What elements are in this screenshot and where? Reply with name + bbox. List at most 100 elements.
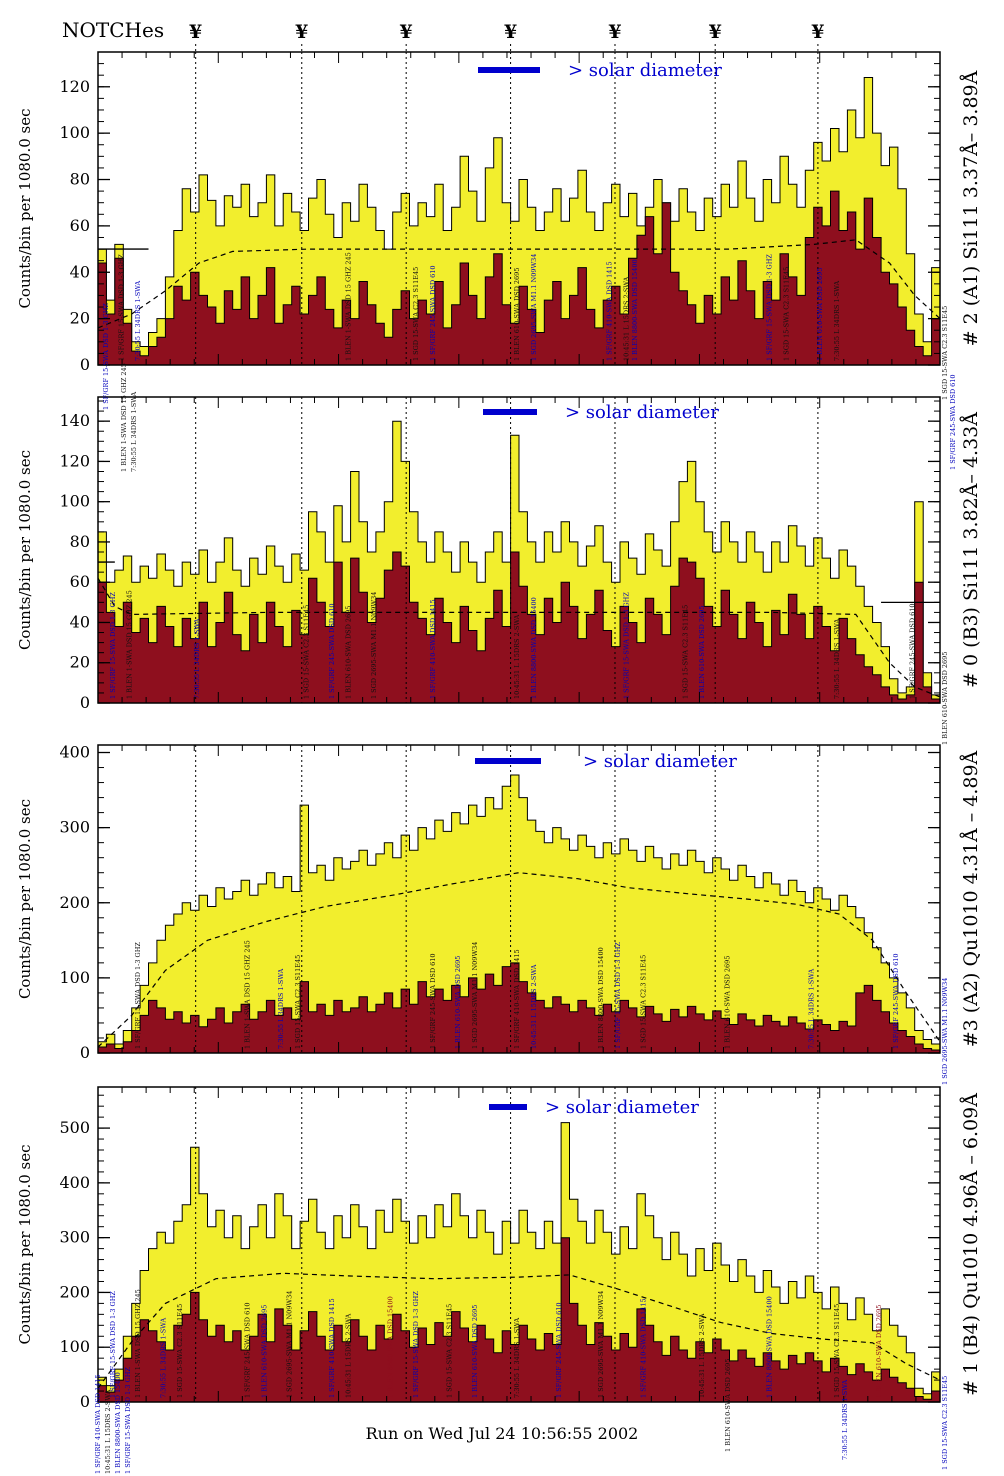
panel-3-event-annotation: 1 BLEN 610-SWA DSD 2695 — [724, 956, 732, 1049]
panel-4-event-annotation: 1 SGD 2695-SWA M1.1 N09W34 — [286, 1291, 294, 1398]
panel-2-background-counts-histogram — [97, 551, 941, 704]
panel-3-event-annotation: 7:30:55 L 34DRS 1-SWA — [808, 968, 816, 1049]
panel-4-event-annotation: 1 SF/GRF 410-SWA DSD 1415 — [639, 1298, 647, 1398]
panel-2-ytick-label: 40 — [70, 612, 90, 631]
panel-4-event-annotation: 1 BLEN 8800-SWA DSD 15400 — [387, 1296, 395, 1398]
panel-3-event-annotation: 1 SGD 15-SWA C2.3 S11E45 — [294, 955, 302, 1049]
panel-2-event-annotation: 1 SGD 15-SWA C2.3 S11E45 — [681, 605, 689, 699]
panel-1-channel-label: # 2 (A1) Si111 3.37Å– 3.89Å — [960, 70, 982, 346]
panel-4-y-axis-label: Counts/bin per 1080.0 sec — [16, 1144, 34, 1344]
panel-3-ytick-label: 200 — [59, 893, 90, 912]
panel-3-event-annotation: 1 BLEN 610-SWA DSD 2695 — [454, 956, 462, 1049]
panel-4-ytick-label: 200 — [59, 1282, 90, 1301]
panel-4-event-annotation: 1 SGD 15-SWA C2.3 S11E45 — [833, 1304, 841, 1398]
margin-annotation: 1 BLEN 8800-SWA DSD 15400 — [114, 1372, 122, 1474]
panel-4-event-annotation: 1 BLEN 610-SWA DSD 2695 — [260, 1305, 268, 1398]
margin-annotation: 1 SF/GRF 15-SWA DSD 1-3 GHZ — [124, 1367, 132, 1474]
panel-2-event-annotation: 1 BLEN 8800-SWA DSD 15400 — [530, 597, 538, 699]
panel-1-event-annotation: 7:30:55 L 34DRS 1-SWA — [833, 280, 841, 361]
panel-3-ytick-label: 100 — [59, 968, 90, 987]
panel-1-event-annotation: 1 BLEN 610-SWA DSD 2695 — [816, 268, 824, 361]
panel-4-event-annotation: 1 BLEN 8800-SWA DSD 15400 — [766, 1296, 774, 1398]
margin-annotation: 7:30:55 L 34DRS 1-SWA — [130, 391, 138, 472]
panel-2-solar-diameter-bar — [483, 409, 537, 415]
notch-yen-marker: ¥ — [811, 21, 824, 43]
panel-1-event-annotation: 1 SF/GRF 245-SWA DSD 610 — [429, 265, 437, 361]
margin-annotation: 1 BLEN 610-SWA DSD 2695 — [941, 652, 949, 745]
notch-yen-marker: ¥ — [400, 21, 413, 43]
panel-1-ytick-label: 120 — [59, 77, 90, 96]
panel-2-event-annotation: 1 BLEN 610-SWA DSD 2695 — [345, 606, 353, 699]
panel-2-event-annotation: 1 SF/GRF 15-SWA DSD 1-3 GHZ — [623, 592, 631, 699]
panel-4-event-annotation: 10:45:31 L 15DRS 2-SWA — [345, 1313, 353, 1398]
notch-yen-marker: ¥ — [189, 21, 202, 43]
panel-4-event-annotation: 7:30:55 L 34DRS 1-SWA — [159, 1317, 167, 1398]
panel-3-event-annotation: 1 SF/GRF 15-SWA DSD 1-3 GHZ — [614, 942, 622, 1049]
panel-2-event-annotation: 1 SF/GRF 245-SWA DSD 610 — [909, 603, 917, 699]
notch-yen-marker: ¥ — [608, 21, 621, 43]
panel-3-event-annotation: 7:30:55 L 34DRS 1-SWA — [277, 968, 285, 1049]
panel-2-event-annotation: 1 SGD 15-SWA C2.3 S11E45 — [303, 605, 311, 699]
panel-4-event-annotation: 1 SGD 15-SWA C2.3 S11E45 — [446, 1304, 454, 1398]
margin-annotation: 1 SGD 15-SWA C2.3 S11E45 — [941, 1376, 949, 1470]
panel-3-ytick-label: 400 — [59, 743, 90, 762]
margin-annotation: 10:45:31 L 15DRS 2-SWA — [104, 1389, 112, 1474]
panel-4-event-annotation: 7:30:55 L 34DRS 1-SWA — [513, 1317, 521, 1398]
panel-1-background-counts-histogram — [97, 190, 941, 366]
panel-4-event-annotation: 1 SF/GRF 15-SWA DSD 1-3 GHZ — [412, 1291, 420, 1398]
panel-4-event-annotation: 1 BLEN 610-SWA DSD 2695 — [471, 1305, 479, 1398]
margin-annotation: 1 SGD 2695-SWA M1.1 N09W34 — [941, 978, 949, 1085]
panel-3-event-annotation: 1 SF/GRF 15-SWA DSD 1-3 GHZ — [134, 942, 142, 1049]
panel-1-event-annotation: 1 SF/GRF 15-SWA DSD 1-3 GHZ — [117, 254, 125, 361]
panel-2-channel-label: # 0 (B3) Si111 3.82Å– 4.33Å — [960, 412, 982, 688]
panel-2-event-annotation: 10:45:31 L 15DRS 2-SWA — [513, 614, 521, 699]
panel-3-solar-diameter-bar — [475, 758, 541, 764]
panel-1-event-annotation: 1 SGD 2695-SWA M1.1 N09W34 — [530, 254, 538, 361]
panel-4-event-annotation: 1 BLEN 610-SWA DSD 2695 — [875, 1305, 883, 1398]
panel-3-event-annotation: 1 SGD 2695-SWA M1.1 N09W34 — [471, 942, 479, 1049]
notches-label: NOTCHes — [62, 18, 165, 42]
panel-3-axis-frame — [97, 744, 941, 1054]
panel-3-event-annotation: 1 SF/GRF 410-SWA DSD 1415 — [513, 949, 521, 1049]
panel-4-event-annotation: 1 SF/GRF 15-SWA DSD 1-3 GHZ — [109, 1291, 117, 1398]
panel-2-event-annotation: 1 BLEN 1-SWA DSD 15 GHZ 245 — [126, 590, 134, 699]
panel-2-ytick-label: 80 — [70, 532, 90, 551]
panel-3-event-annotation: 1 BLEN 8800-SWA DSD 15400 — [597, 947, 605, 1049]
panel-2-event-annotation: 1 SF/GRF 245-SWA DSD 610 — [328, 603, 336, 699]
panel-4-ytick-label: 0 — [80, 1392, 90, 1411]
panel-3-ytick-label: 0 — [80, 1043, 90, 1062]
panel-4-ytick-label: 400 — [59, 1173, 90, 1192]
margin-annotation: 7:30:55 L 34DRS 1-SWA — [841, 1379, 849, 1460]
panel-1-event-annotation: 1 SF/GRF 15-SWA DSD 1-3 GHZ — [766, 254, 774, 361]
panel-2-event-annotation: 1 SGD 2695-SWA M1.1 N09W34 — [370, 592, 378, 699]
panel-1-event-annotation: 1 BLEN 8800-SWA DSD 15400 — [631, 259, 639, 361]
margin-annotation: 1 SGD 15-SWA C2.3 S11E45 — [941, 306, 949, 400]
panel-1-ytick-label: 100 — [59, 123, 90, 142]
panel-4-ytick-label: 300 — [59, 1228, 90, 1247]
panel-3-background-counts-histogram — [97, 962, 941, 1054]
panel-3-event-annotation: 1 SGD 15-SWA C2.3 S11E45 — [639, 955, 647, 1049]
panel-2-event-annotation: 7:30:55 L 34DRS 1-SWA — [833, 618, 841, 699]
panel-4-event-annotation: 1 SF/GRF 410-SWA DSD 1415 — [328, 1298, 336, 1398]
panel-1-y-axis-label: Counts/bin per 1080.0 sec — [16, 108, 34, 308]
panel-4-channel-label: # 1 (B4) Qu1010 4.96Å – 6.09Å — [960, 1093, 982, 1396]
panel-4-ytick-label: 100 — [59, 1337, 90, 1356]
panel-2-solar-diameter-label: > solar diameter — [565, 402, 719, 423]
panel-4-solar-diameter-label: > solar diameter — [545, 1097, 699, 1118]
panel-1-solar-diameter-label: > solar diameter — [568, 60, 722, 81]
panel-3-event-annotation: 1 SF/GRF 245-SWA DSD 610 — [892, 953, 900, 1049]
margin-annotation: 1 BLEN 1-SWA DSD 15 GHZ 245 — [120, 363, 128, 472]
panel-2-event-annotation: 1 BLEN 610-SWA DSD 2695 — [698, 606, 706, 699]
panel-1-axis-frame — [97, 51, 941, 366]
panel-4-background-counts-histogram — [97, 1237, 941, 1403]
margin-annotation: 1 BLEN 610-SWA DSD 2695 — [724, 1359, 732, 1452]
panel-1-ytick-label: 80 — [70, 170, 90, 189]
panel-4-ytick-label: 500 — [59, 1118, 90, 1137]
panel-3-threshold-curve — [97, 872, 941, 1048]
panel-1-ytick-label: 0 — [80, 355, 90, 374]
panel-4-event-annotation: 10:45:31 L 15DRS 2-SWA — [698, 1313, 706, 1398]
panel-3-event-annotation: 10:45:31 L 15DRS 2-SWA — [530, 964, 538, 1049]
panel-4-solar-diameter-bar — [489, 1104, 527, 1110]
panel-2-ytick-label: 60 — [70, 572, 90, 591]
